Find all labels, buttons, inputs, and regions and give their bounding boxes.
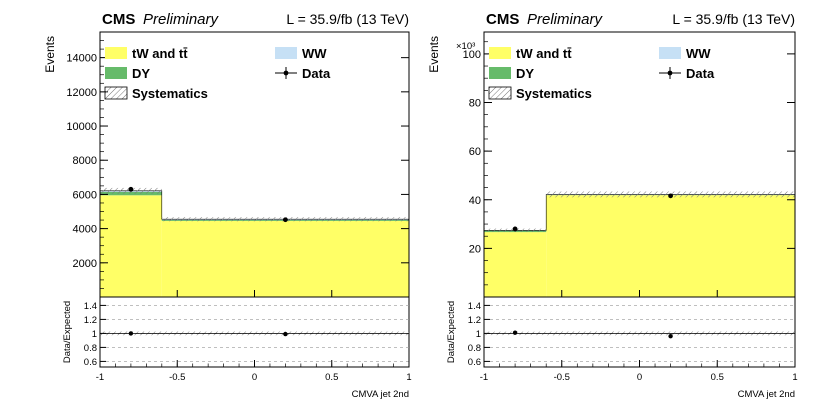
legend-label: DY [516,66,534,81]
data-point-bin-1 [283,217,288,223]
legend-swatch [489,67,511,79]
x-tick-label: 0 [252,372,257,383]
y-axis-label: Events [43,36,57,73]
data-point-bin-0 [512,226,518,232]
ratio-y-tick-label: 0.8 [84,343,97,354]
legend-swatch-hatch [488,86,512,100]
ratio-y-tick-label: 1 [92,329,97,340]
ratio-y-tick-label: 1.2 [84,315,97,326]
ratio-y-tick-label: 1.4 [468,301,481,312]
legend-label: Systematics [132,86,208,101]
y-tick-label: 4000 [73,224,97,236]
y-axis-label: Events [427,36,441,73]
x-tick-label: 0.5 [325,372,338,383]
legend-swatch-hatch [104,86,128,100]
legend-label: DY [132,66,150,81]
preliminary-label: Preliminary [527,11,604,28]
legend-swatch [489,47,511,59]
ratio-y-tick-label: 0.8 [468,343,481,354]
legend-label: WW [302,46,327,61]
y-axis-exponent: ×10³ [456,41,475,52]
y-tick-label: 6000 [73,189,97,201]
y-tick-label: 60 [469,146,481,158]
y-tick-label: 20 [469,243,481,255]
ratio-y-tick-label: 0.6 [84,357,97,368]
luminosity-label: L = 35.9/fb (13 TeV) [672,11,795,27]
stack-bar-twandtt-bin-0 [100,195,162,297]
x-tick-label: 1 [792,372,797,383]
legend-marker-dot [283,70,289,76]
legend-marker-dot [667,70,673,76]
ratio-y-axis-label: Data/Expected [446,301,457,363]
legend-label: Data [302,66,331,81]
luminosity-label: L = 35.9/fb (13 TeV) [286,11,409,27]
ratio-y-tick-label: 1.2 [468,315,481,326]
x-tick-label: -1 [480,372,488,383]
legend-label: tW and tt̄ [132,46,188,61]
y-tick-label: 2000 [73,258,97,270]
cms-label: CMS [486,11,519,28]
legend-swatch [105,47,127,59]
data-point-bin-1 [668,193,673,199]
x-tick-label: -0.5 [169,372,185,383]
ratio-y-tick-label: 1.4 [84,301,97,312]
legend-swatch [275,47,297,59]
x-tick-label: -0.5 [554,372,570,383]
ratio-y-tick-label: 0.6 [468,357,481,368]
x-tick-label: -1 [96,372,104,383]
y-tick-label: 40 [469,195,481,207]
y-tick-label: 14000 [66,53,97,65]
legend-label: WW [686,46,711,61]
legend-label: tW and tt̄ [516,46,572,61]
cms-label: CMS [102,11,135,28]
ratio-point-bin-1 [283,331,288,337]
y-tick-label: 12000 [66,87,97,99]
stack-bar-twandtt-bin-1 [546,195,795,297]
ratio-point-bin-0 [128,331,134,336]
stack-bar-twandtt-bin-0 [484,232,547,297]
legend-label: Systematics [516,86,592,101]
x-axis-label: CMVA jet 2nd [352,389,409,400]
y-tick-label: 80 [469,98,481,110]
ratio-y-tick-label: 1 [476,329,481,340]
y-tick-label: 8000 [73,155,97,167]
ratio-y-axis-label: Data/Expected [62,301,73,363]
legend-swatch [105,67,127,79]
legend-label: Data [686,66,715,81]
x-tick-label: 0 [637,372,642,383]
x-axis-label: CMVA jet 2nd [738,389,795,400]
preliminary-label: Preliminary [143,11,220,28]
x-tick-label: 0.5 [711,372,724,383]
ratio-point-bin-1 [668,334,673,339]
legend-swatch [659,47,681,59]
right-plot-panel: 20 40 60 80 100×10³ Events CMS Preliminary L = 3… [427,11,798,400]
y-tick-label: 10000 [66,121,97,133]
x-tick-label: 1 [406,372,411,383]
y-tick-label: 100 [463,49,481,61]
ratio-point-bin-0 [512,330,518,335]
left-plot-panel: 2000 4000 6000 8000 10000 12000 14000 Events CMS… [43,11,412,400]
data-point-bin-0 [128,186,134,192]
stack-bar-twandtt-bin-1 [161,220,409,297]
